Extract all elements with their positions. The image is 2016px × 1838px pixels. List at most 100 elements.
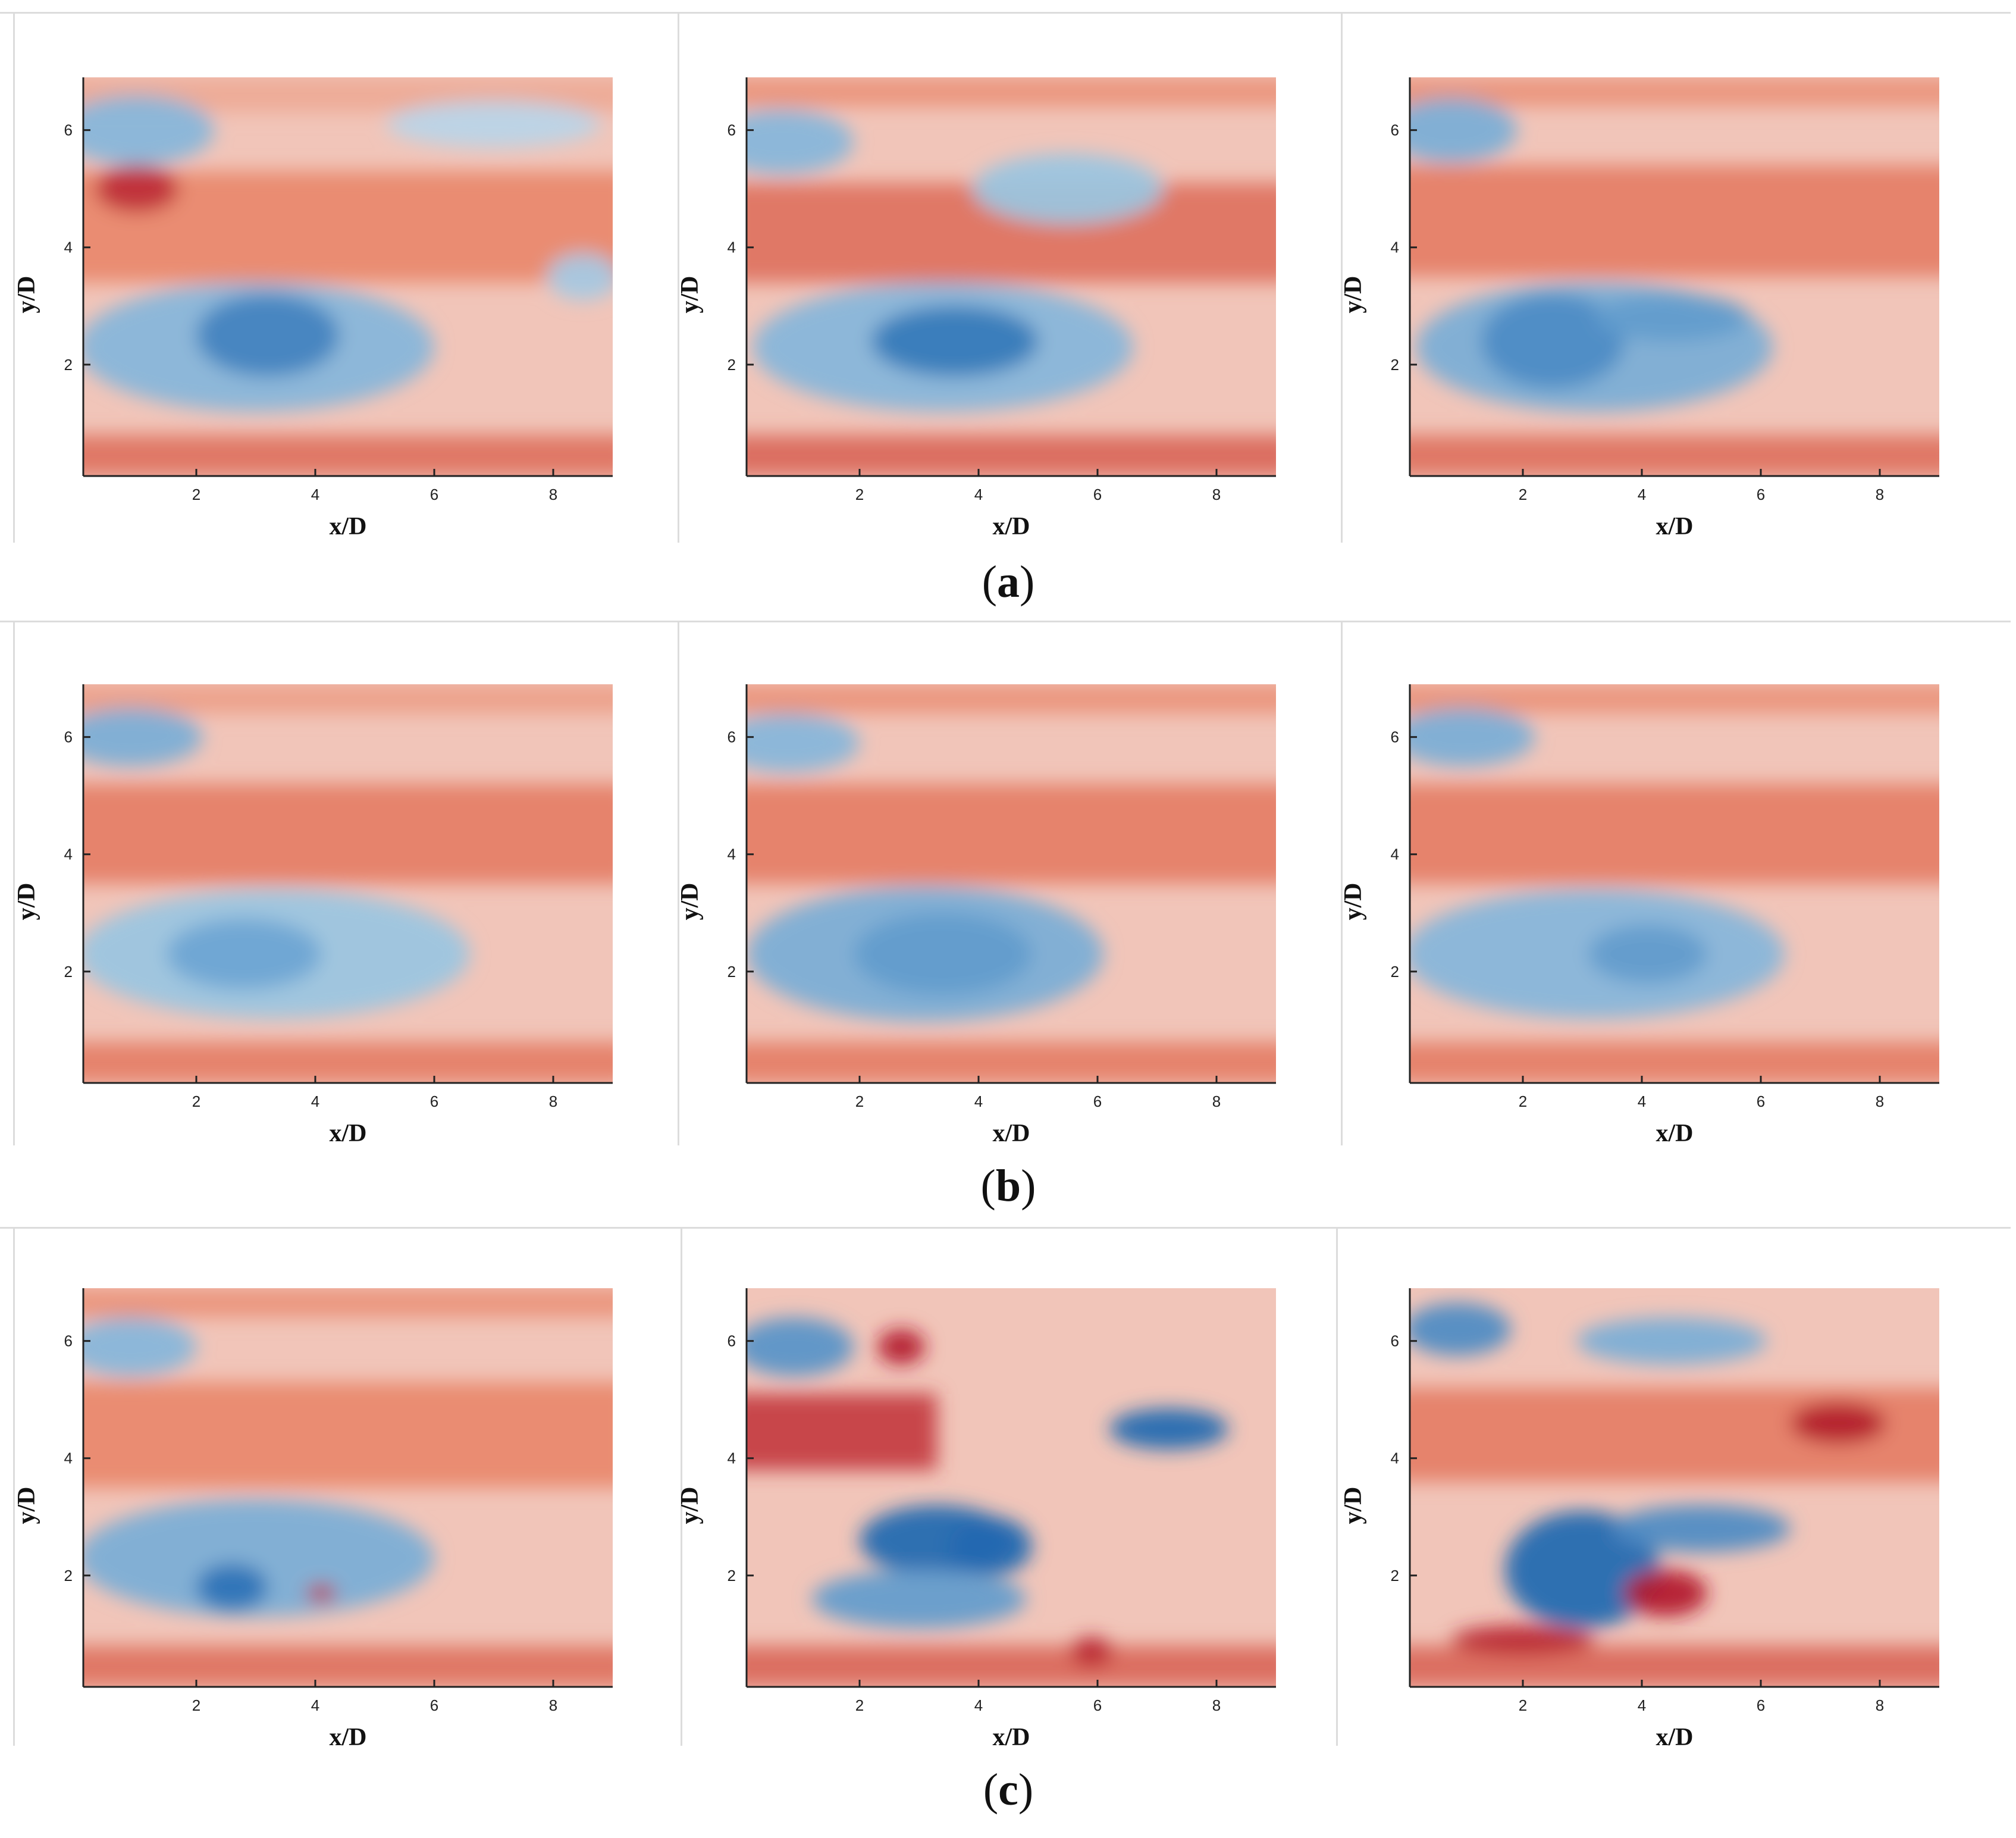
plot-area xyxy=(1410,684,1939,1083)
y-tick-label: 6 xyxy=(64,121,73,139)
x-tick-label: 4 xyxy=(311,1696,319,1714)
row-label-a: (a) xyxy=(982,557,1035,607)
x-tick-label: 8 xyxy=(1212,1696,1221,1714)
y-axis-label: y/D xyxy=(1340,883,1367,920)
y-tick-label: 2 xyxy=(64,356,73,374)
field-blob xyxy=(1481,294,1624,389)
heatmap-b-3: 2 4 6 8 2 4 6 x/D y/D xyxy=(1340,684,1939,1147)
y-tick-label: 4 xyxy=(728,846,736,863)
x-tick-label: 6 xyxy=(1093,486,1102,503)
panel-a-3: 2 4 6 8 2 4 6 x/D y/D xyxy=(1340,60,1999,540)
y-axis-label: y/D xyxy=(1340,1487,1367,1524)
plot-area xyxy=(83,1288,613,1687)
y-tick-label: 2 xyxy=(728,1567,736,1585)
x-tick-label: 4 xyxy=(974,486,983,503)
y-axis-label: y/D xyxy=(1340,276,1367,314)
x-tick-label: 2 xyxy=(192,486,200,503)
row-label-c: (c) xyxy=(983,1765,1034,1815)
field-band xyxy=(747,435,1276,476)
x-axis-label: x/D xyxy=(993,1120,1030,1147)
field-blob xyxy=(1071,1637,1112,1667)
field-band xyxy=(83,1288,613,1318)
x-tick-label: 6 xyxy=(1093,1696,1102,1714)
field-blob xyxy=(747,109,854,174)
y-tick-label: 2 xyxy=(64,963,73,981)
y-axis-label: y/D xyxy=(676,1487,704,1524)
field-blob xyxy=(1612,1505,1791,1552)
y-tick-label: 4 xyxy=(1391,1449,1399,1467)
field-band xyxy=(747,1042,1276,1083)
field-band xyxy=(747,1646,1276,1687)
panel-separator xyxy=(1336,1228,1338,1746)
y-tick-label: 2 xyxy=(64,1567,73,1585)
panel-separator xyxy=(13,1228,15,1746)
x-axis-label: x/D xyxy=(330,1724,367,1751)
field-blob xyxy=(196,1564,268,1611)
heatmap-c-3: 2 4 6 8 2 4 6 x/D y/D xyxy=(1340,1288,1939,1751)
x-axis-label: x/D xyxy=(330,1120,367,1147)
x-axis-label: x/D xyxy=(1656,1724,1694,1751)
field-band xyxy=(747,784,1276,884)
heatmap-b-2: 2 4 6 8 2 4 6 x/D y/D xyxy=(676,684,1276,1147)
x-tick-label: 4 xyxy=(311,486,319,503)
panel-separator xyxy=(1341,622,1343,1145)
field-blob xyxy=(1410,98,1517,162)
field-band xyxy=(747,77,1276,107)
field-blob xyxy=(949,1517,1032,1576)
field-band xyxy=(1410,1646,1939,1687)
field-blob xyxy=(1410,1302,1511,1356)
field-blob xyxy=(747,1317,854,1376)
y-axis-label: y/D xyxy=(676,276,704,314)
x-tick-label: 2 xyxy=(855,486,864,503)
row-label-b: (b) xyxy=(980,1161,1036,1211)
panel-separator xyxy=(1341,13,1343,543)
field-blob xyxy=(167,919,321,990)
heatmap-a-1: 2 4 6 8 2 4 6 x/D y/D xyxy=(13,77,613,540)
x-tick-label: 6 xyxy=(430,1696,438,1714)
panel-separator xyxy=(681,1228,682,1746)
y-axis-label: y/D xyxy=(13,1487,40,1524)
field-blob xyxy=(1594,294,1749,342)
x-tick-label: 8 xyxy=(1876,486,1884,503)
panel-separator xyxy=(13,622,15,1145)
x-axis-label: x/D xyxy=(993,1724,1030,1751)
field-blob xyxy=(196,294,339,377)
x-tick-label: 2 xyxy=(855,1696,864,1714)
field-band xyxy=(83,1646,613,1687)
x-tick-label: 4 xyxy=(311,1092,319,1110)
y-tick-label: 6 xyxy=(1391,728,1399,746)
y-axis-label: y/D xyxy=(13,276,40,314)
y-tick-label: 4 xyxy=(1391,846,1399,863)
field-band xyxy=(83,1042,613,1083)
field-blob xyxy=(812,1569,1026,1629)
x-axis-label: x/D xyxy=(1656,513,1694,540)
y-axis-label: y/D xyxy=(676,883,704,920)
y-tick-label: 6 xyxy=(1391,1332,1399,1350)
heatmap-c-2: 2 4 6 8 2 4 6 x/D y/D xyxy=(676,1288,1276,1751)
field-blob xyxy=(854,913,1032,995)
panel-c-2: 2 4 6 8 2 4 6 x/D y/D xyxy=(676,1270,1335,1751)
field-blob xyxy=(83,1317,196,1376)
x-tick-label: 8 xyxy=(1212,1092,1221,1110)
x-tick-label: 8 xyxy=(1212,486,1221,503)
x-tick-label: 6 xyxy=(430,486,438,503)
field-band xyxy=(1410,784,1939,884)
heatmap-a-2: 2 4 6 8 2 4 6 x/D y/D xyxy=(676,77,1276,540)
y-tick-label: 2 xyxy=(1391,356,1399,374)
field-blob xyxy=(387,101,601,148)
x-tick-label: 2 xyxy=(1519,1092,1527,1110)
field-band xyxy=(747,684,1276,714)
field-blob xyxy=(1451,1625,1594,1655)
field-blob xyxy=(547,253,613,300)
field-band xyxy=(747,1394,937,1470)
x-tick-label: 6 xyxy=(430,1092,438,1110)
x-tick-label: 6 xyxy=(1757,1696,1765,1714)
field-band xyxy=(83,1382,613,1488)
x-tick-label: 4 xyxy=(974,1696,983,1714)
y-tick-label: 2 xyxy=(728,356,736,374)
plot-area xyxy=(83,77,613,476)
y-tick-label: 2 xyxy=(1391,1567,1399,1585)
x-tick-label: 6 xyxy=(1093,1092,1102,1110)
row-separator-a xyxy=(0,12,2011,14)
panel-a-1: 2 4 6 8 2 4 6 x/D y/D xyxy=(13,60,672,540)
